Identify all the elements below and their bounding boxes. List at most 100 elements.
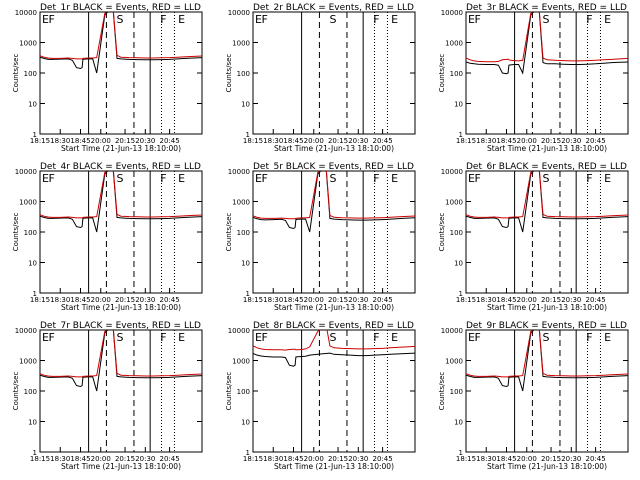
segment-label: F: [160, 13, 166, 26]
x-tick-label: 18:15: [456, 455, 476, 463]
x-tick-label: 18:30: [50, 137, 70, 145]
chart-det-5r: Det_5r BLACK = Events, RED = LLD 1 10 100 10…: [225, 162, 416, 312]
x-tick-label: 18:45: [70, 296, 90, 304]
x-tick-label: 20:00: [91, 296, 111, 304]
series-line-events: [253, 352, 415, 367]
plot-frame: [465, 170, 629, 294]
segment-label: S: [543, 331, 550, 344]
segment-label: F: [160, 331, 166, 344]
x-tick-label: 20:00: [517, 455, 537, 463]
chart-title: Det_1r BLACK = Events, RED = LLD: [40, 3, 201, 13]
segment-label: S: [543, 13, 550, 26]
y-tick-label: 100: [237, 388, 250, 396]
y-tick-label: 10: [28, 260, 37, 268]
y-tick-label: 10000: [15, 168, 37, 176]
x-axis-label: Start Time (21-Jun-13 18:10:00): [61, 462, 181, 471]
chart-title: Det_9r BLACK = Events, RED = LLD: [466, 321, 627, 331]
chart-title: Det_6r BLACK = Events, RED = LLD: [466, 162, 627, 172]
x-tick-label: 20:15: [115, 137, 135, 145]
y-tick-label: 10000: [228, 9, 250, 17]
segment-label: F: [586, 172, 592, 185]
segment-label: F: [48, 331, 54, 344]
x-tick-label: 18:30: [476, 137, 496, 145]
segment-label: F: [373, 172, 379, 185]
segment-label: E: [42, 13, 49, 26]
segment-label: S: [330, 331, 337, 344]
x-tick-label: 20:30: [561, 137, 581, 145]
series-line-events: [253, 171, 415, 233]
series-line-lld: [40, 330, 202, 378]
segment-label: S: [330, 13, 337, 26]
x-axis-label: Start Time (21-Jun-13 18:10:00): [487, 303, 607, 312]
series-line-lld: [40, 171, 202, 219]
x-tick-label: 20:45: [160, 455, 180, 463]
y-tick-label: 10000: [15, 9, 37, 17]
segment-label: F: [261, 331, 267, 344]
x-tick-label: 20:15: [541, 455, 561, 463]
y-tick-label: 1000: [19, 199, 37, 207]
series-line-events: [40, 171, 202, 233]
y-axis-label: Counts/sec: [12, 372, 20, 411]
x-tick-label: 20:30: [135, 296, 155, 304]
plot-frame: [39, 170, 203, 294]
y-axis-label: Counts/sec: [225, 54, 233, 93]
y-tick-label: 10000: [228, 168, 250, 176]
x-axis-label: Start Time (21-Jun-13 18:10:00): [487, 462, 607, 471]
segment-label: E: [178, 172, 185, 185]
segment-label: E: [391, 172, 398, 185]
chart-det-3r: Det_3r BLACK = Events, RED = LLD 1 10 100 10…: [438, 3, 629, 153]
y-tick-label: 1: [246, 131, 250, 139]
x-tick-label: 18:30: [476, 455, 496, 463]
segment-label: S: [330, 172, 337, 185]
plot-frame: [252, 170, 416, 294]
x-tick-label: 20:00: [91, 137, 111, 145]
y-tick-label: 10: [28, 101, 37, 109]
x-tick-label: 18:45: [283, 455, 303, 463]
segment-label: S: [543, 172, 550, 185]
y-tick-label: 1: [33, 290, 37, 298]
segment-label: E: [42, 172, 49, 185]
segment-label: E: [468, 331, 475, 344]
y-tick-label: 1: [459, 131, 463, 139]
x-tick-label: 18:15: [456, 296, 476, 304]
segment-label: S: [117, 172, 124, 185]
segment-label: F: [586, 331, 592, 344]
y-tick-label: 10000: [441, 168, 463, 176]
chart-det-9r: Det_9r BLACK = Events, RED = LLD 1 10 100 10…: [438, 321, 629, 471]
segment-label: F: [586, 13, 592, 26]
segment-label: F: [261, 172, 267, 185]
x-tick-label: 18:30: [476, 296, 496, 304]
x-axis-label: Start Time (21-Jun-13 18:10:00): [274, 462, 394, 471]
y-tick-label: 1: [33, 131, 37, 139]
y-tick-label: 100: [450, 70, 463, 78]
y-tick-label: 1: [33, 449, 37, 457]
x-tick-label: 18:30: [50, 455, 70, 463]
series-line-lld: [466, 330, 628, 378]
x-axis-label: Start Time (21-Jun-13 18:10:00): [61, 144, 181, 153]
y-tick-label: 100: [24, 388, 37, 396]
y-axis-label: Counts/sec: [438, 213, 446, 252]
series-line-lld: [466, 12, 628, 63]
x-tick-label: 20:30: [135, 455, 155, 463]
x-tick-label: 18:45: [70, 455, 90, 463]
segment-label: F: [373, 13, 379, 26]
segment-label: F: [373, 331, 379, 344]
x-tick-label: 20:45: [586, 137, 606, 145]
x-tick-label: 20:45: [373, 455, 393, 463]
plot-frame: [39, 11, 203, 135]
chart-det-4r: Det_4r BLACK = Events, RED = LLD 1 10 100 10…: [12, 162, 203, 312]
chart-title: Det_5r BLACK = Events, RED = LLD: [253, 162, 414, 172]
x-axis-label: Start Time (21-Jun-13 18:10:00): [274, 303, 394, 312]
segment-label: E: [178, 13, 185, 26]
x-tick-label: 18:30: [263, 455, 283, 463]
chart-title: Det_7r BLACK = Events, RED = LLD: [40, 321, 201, 331]
y-tick-label: 100: [24, 229, 37, 237]
plot-frame: [465, 11, 629, 135]
series-line-events: [466, 12, 628, 75]
x-tick-label: 18:30: [263, 296, 283, 304]
x-tick-label: 20:45: [586, 455, 606, 463]
x-tick-label: 18:45: [283, 296, 303, 304]
x-tick-label: 18:15: [456, 137, 476, 145]
x-tick-label: 18:15: [243, 296, 263, 304]
